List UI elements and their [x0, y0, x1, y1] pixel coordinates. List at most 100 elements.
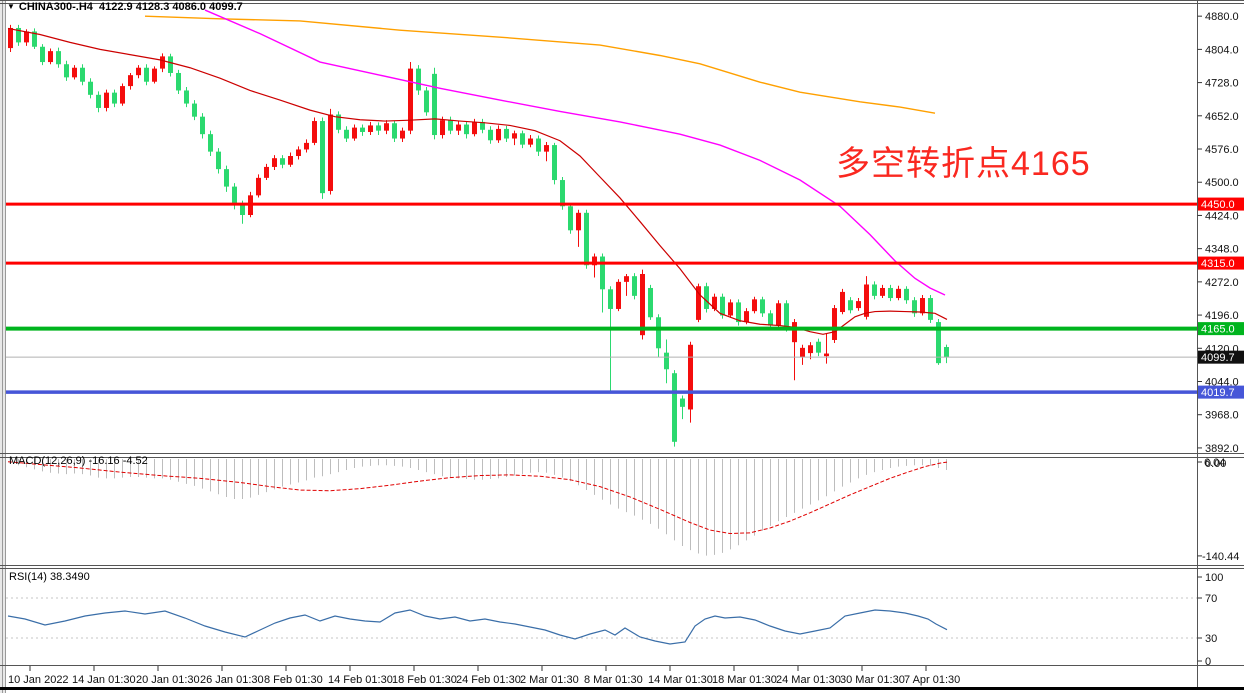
candle-body	[184, 90, 189, 104]
candle-body	[664, 352, 669, 370]
price-axis-label: 4804.0	[1205, 44, 1239, 56]
candle-body	[304, 142, 309, 150]
symbol-ohlc-label: CHINA300-.H4 4122.9 4128.3 4086.0 4099.7	[18, 1, 243, 13]
candle-body	[656, 317, 661, 349]
candle-body	[784, 303, 789, 329]
candle-body	[144, 67, 149, 82]
candle-body	[352, 127, 357, 139]
candle-body	[464, 124, 469, 135]
candle-body	[776, 303, 781, 326]
candle-body	[80, 67, 85, 82]
candle-body	[824, 353, 829, 357]
rsi-axis-label: 0	[1205, 656, 1211, 668]
time-axis-label: 10 Jan 2022	[8, 674, 69, 686]
time-axis-label: 14 Feb 01:30	[328, 674, 393, 686]
candle-body	[136, 67, 141, 76]
candle-body	[560, 180, 565, 207]
candle-body	[32, 31, 37, 47]
candle-body	[720, 296, 725, 316]
candle-body	[848, 300, 853, 311]
candle-body	[112, 92, 117, 104]
candle-body	[320, 121, 325, 194]
price-axis-label: 4880.0	[1205, 11, 1239, 23]
candle-body	[864, 284, 869, 317]
candle-body	[256, 177, 261, 196]
macd-signal-line	[7, 461, 948, 535]
candle-body	[528, 138, 533, 145]
candle-body	[392, 123, 397, 139]
candle-body	[944, 347, 949, 358]
candle-body	[224, 169, 229, 187]
candle-body	[288, 156, 293, 165]
rsi-axis-label: 30	[1205, 633, 1217, 645]
candle-body	[176, 72, 181, 91]
candle-body	[768, 313, 773, 326]
candle-body	[64, 64, 69, 78]
time-axis-label: 30 Mar 01:30	[840, 674, 905, 686]
time-axis-label: 8 Mar 01:30	[584, 674, 643, 686]
price-level-badge	[1198, 385, 1244, 399]
window-bottom-border	[0, 687, 1244, 690]
ma-fast-line	[7, 27, 948, 335]
candle-body	[272, 158, 277, 167]
candle-body	[192, 103, 197, 117]
price-axis-label: 4576.0	[1205, 144, 1239, 156]
price-axis-label: 4044.0	[1205, 377, 1239, 389]
candle-body	[880, 287, 885, 296]
candle-body	[672, 373, 677, 442]
price-level-badge-label: 4450.0	[1201, 199, 1235, 211]
price-axis-label: 4652.0	[1205, 111, 1239, 123]
candle-body	[128, 75, 133, 87]
candle-body	[456, 124, 461, 131]
candle-body	[160, 56, 165, 69]
candle-body	[72, 67, 77, 78]
candle-body	[888, 287, 893, 299]
price-axis-label: 3968.0	[1205, 410, 1239, 422]
candle-body	[736, 302, 741, 323]
candle-body	[416, 68, 421, 91]
candle-body	[688, 344, 693, 410]
candle-body	[624, 276, 629, 282]
price-axis-label: 4196.0	[1205, 310, 1239, 322]
macd-axis-max-label: 0.00	[1205, 458, 1226, 470]
candle-body	[920, 298, 925, 314]
candle-body	[704, 286, 709, 309]
candle-body	[584, 212, 589, 266]
candle-body	[264, 166, 269, 178]
candle-body	[432, 73, 437, 136]
time-axis-label: 18 Mar 01:30	[712, 674, 777, 686]
candle-body	[576, 212, 581, 231]
ma-slow-line	[144, 15, 936, 114]
price-axis-label: 4500.0	[1205, 177, 1239, 189]
price-level-badge-label: 4315.0	[1201, 258, 1235, 270]
macd-indicator-label: MACD(12,26,9) -16.16 -4.52	[9, 455, 148, 467]
rsi-axis-label: 100	[1205, 572, 1223, 584]
candle-body	[448, 120, 453, 131]
candle-body	[424, 90, 429, 113]
candle-body	[728, 302, 733, 316]
price-level-badge	[1198, 350, 1244, 364]
candle-body	[200, 116, 205, 135]
chart-menu-arrow[interactable]: ▼	[7, 2, 15, 11]
candle-body	[360, 127, 365, 132]
candle-body	[16, 27, 21, 43]
rsi-axis-label: 70	[1205, 593, 1217, 605]
candle-body	[912, 300, 917, 314]
candle-body	[376, 125, 381, 131]
time-axis-label: 24 Feb 01:30	[456, 674, 521, 686]
price-level-badge	[1198, 256, 1244, 270]
candle-body	[384, 123, 389, 131]
candle-body	[88, 81, 93, 95]
rsi-indicator-label: RSI(14) 38.3490	[9, 571, 90, 583]
price-axis-label: 4728.0	[1205, 78, 1239, 90]
candle-body	[520, 133, 525, 145]
candle-body	[408, 68, 413, 131]
time-axis-label: 7 Apr 01:30	[904, 674, 960, 686]
time-axis-label: 18 Feb 01:30	[392, 674, 457, 686]
candle-body	[896, 288, 901, 299]
candle-body	[48, 51, 53, 63]
candle-body	[208, 134, 213, 152]
